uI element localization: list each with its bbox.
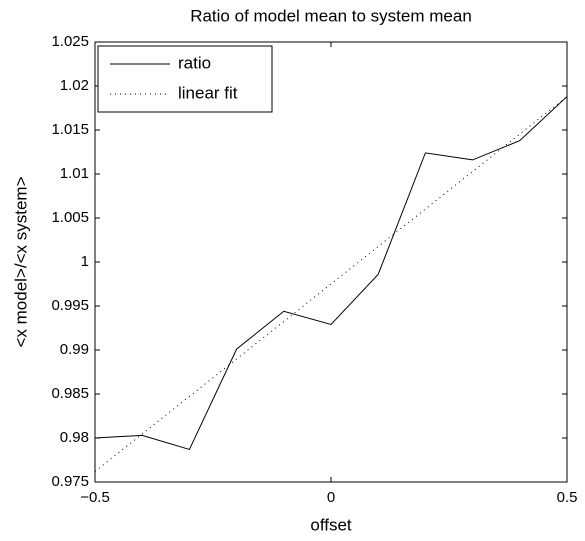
y-tick-label: 1.005: [51, 209, 89, 226]
x-tick-label: −0.5: [80, 489, 110, 506]
y-tick-label: 1.015: [51, 121, 89, 138]
y-tick-label: 1.02: [60, 77, 89, 94]
y-tick-label: 1: [81, 253, 89, 270]
x-tick-label: 0.5: [557, 489, 578, 506]
series-line: [94, 96, 568, 472]
x-axis-label: offset: [310, 515, 352, 534]
legend-label: ratio: [178, 53, 211, 72]
x-tick-label: 0: [327, 489, 335, 506]
series-line: [94, 96, 568, 451]
y-tick-label: 1.025: [51, 33, 89, 50]
y-tick-label: 0.995: [51, 297, 89, 314]
y-tick-label: 0.98: [60, 429, 89, 446]
y-tick-label: 0.985: [51, 385, 89, 402]
chart-title: Ratio of model mean to system mean: [190, 6, 472, 25]
y-tick-label: 0.99: [60, 341, 89, 358]
y-tick-label: 1.01: [60, 165, 89, 182]
legend-label: linear fit: [178, 83, 238, 102]
legend-box: [97, 45, 273, 113]
y-axis-label: <x model>/<x system>: [11, 176, 30, 347]
y-tick-label: 0.975: [51, 473, 89, 490]
